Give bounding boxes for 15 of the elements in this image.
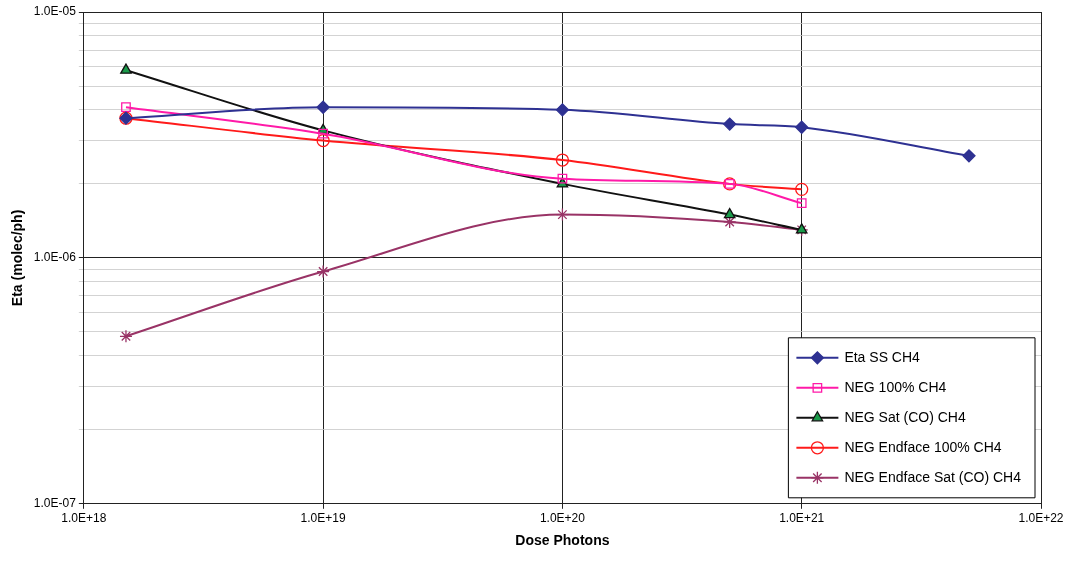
legend-label: NEG 100% CH4 xyxy=(844,378,947,395)
x-tick-label: 1.0E+21 xyxy=(779,511,825,526)
y-tick-label: 1.0E-05 xyxy=(33,4,77,19)
x-tick-label: 1.0E+22 xyxy=(1018,511,1064,526)
legend-label: Eta SS CH4 xyxy=(844,348,921,365)
x-axis-title: Dose Photons xyxy=(515,532,610,549)
legend-label: NEG Sat (CO) CH4 xyxy=(844,408,966,425)
legend-label: NEG Endface 100% CH4 xyxy=(844,438,1002,455)
x-tick-label: 1.0E+18 xyxy=(61,511,107,526)
x-tick-label: 1.0E+20 xyxy=(539,511,586,526)
y-tick-label: 1.0E-06 xyxy=(33,250,77,265)
y-tick-label: 1.0E-07 xyxy=(33,496,77,511)
y-axis-title: Eta (molec/ph) xyxy=(9,209,26,307)
legend-label: NEG Endface Sat (CO) CH4 xyxy=(844,468,1022,485)
x-tick-label: 1.0E+19 xyxy=(300,511,346,526)
